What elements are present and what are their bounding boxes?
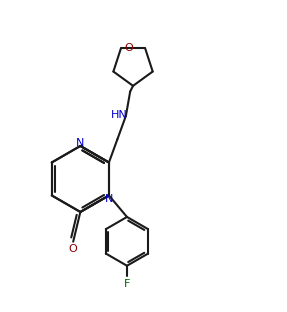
Text: O: O	[125, 43, 133, 53]
Text: F: F	[124, 279, 130, 289]
Text: HN: HN	[111, 110, 128, 119]
Text: N: N	[105, 194, 114, 204]
Text: O: O	[68, 244, 77, 254]
Text: N: N	[75, 138, 84, 148]
